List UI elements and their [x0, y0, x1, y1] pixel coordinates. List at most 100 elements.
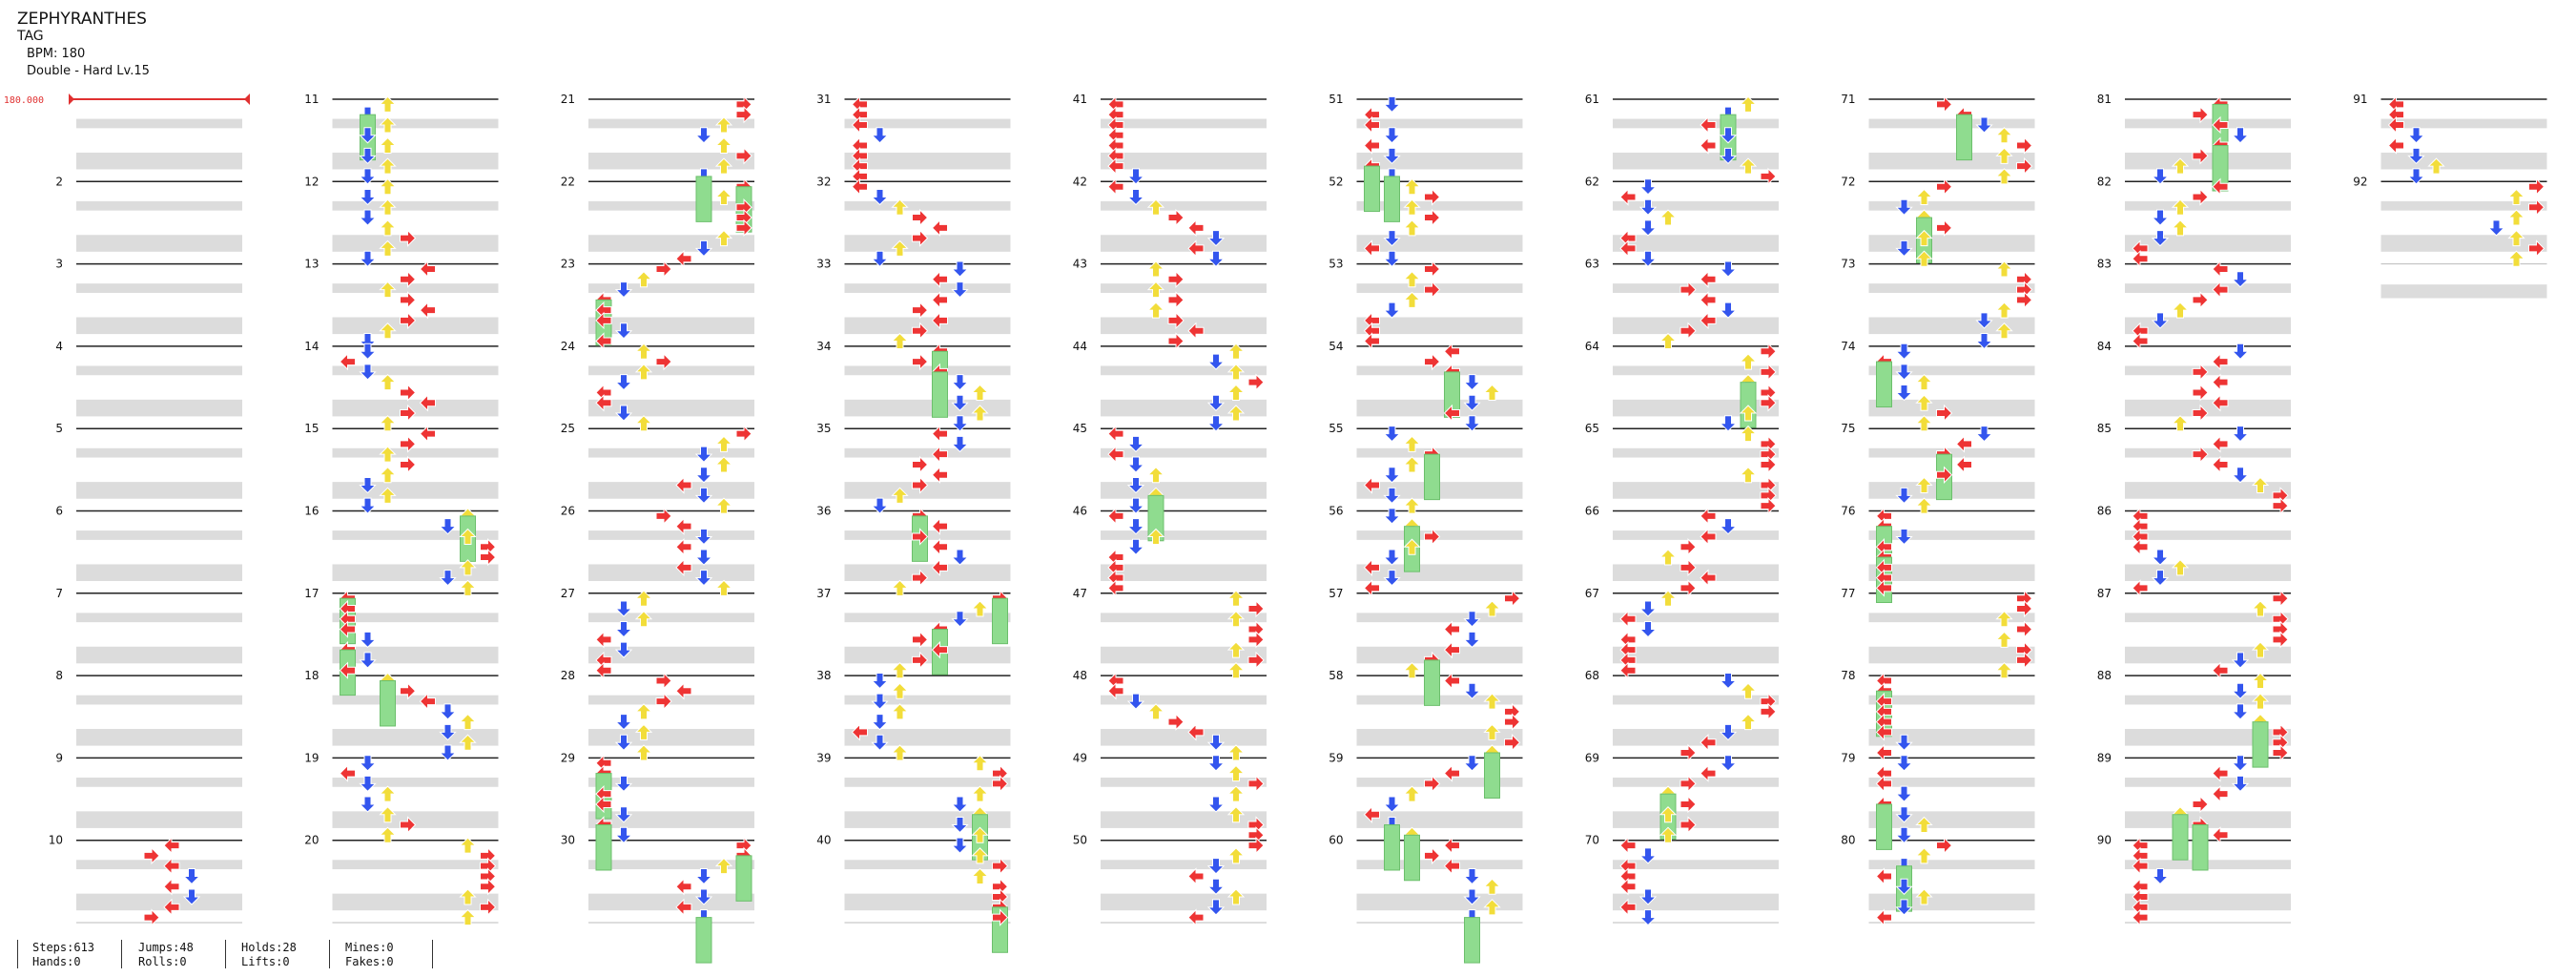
up-arrow-icon — [891, 198, 909, 216]
beat-shade — [1613, 235, 1779, 252]
measure-number: 62 — [1585, 175, 1599, 188]
right-arrow-icon — [1680, 281, 1697, 299]
beat-gap — [1868, 264, 2035, 284]
right-arrow-icon — [912, 528, 929, 546]
measure-number: 72 — [1841, 175, 1855, 188]
down-arrow-icon — [1895, 384, 1913, 402]
beat-gap — [332, 676, 499, 696]
down-arrow-icon — [951, 435, 969, 453]
measure-number: 50 — [1073, 834, 1087, 847]
right-arrow-icon — [2528, 177, 2545, 196]
down-arrow-icon — [871, 672, 889, 690]
right-arrow-icon — [2272, 496, 2289, 515]
down-arrow-icon — [614, 600, 633, 617]
measure-number: 90 — [2097, 834, 2112, 847]
right-arrow-icon — [2192, 363, 2209, 382]
down-arrow-icon — [1895, 239, 1913, 258]
up-arrow-icon — [891, 744, 909, 761]
down-arrow-icon — [1895, 878, 1913, 895]
beat-shade — [76, 482, 242, 499]
right-arrow-icon — [1760, 702, 1777, 721]
up-arrow-icon — [459, 908, 477, 926]
up-arrow-icon — [1403, 177, 1421, 196]
up-arrow-icon — [1995, 127, 2013, 144]
up-arrow-icon — [1146, 198, 1165, 216]
up-arrow-icon — [1403, 198, 1421, 216]
left-arrow-icon — [1700, 270, 1717, 288]
beat-shade — [2125, 564, 2291, 582]
up-arrow-icon — [971, 755, 989, 772]
beat-gap — [1613, 841, 1779, 861]
beat-shade — [588, 729, 754, 746]
measure-number: 91 — [2353, 93, 2367, 106]
up-arrow-icon — [634, 611, 653, 628]
stat-jumps: Jumps:48 — [138, 941, 194, 954]
left-arrow-icon — [1619, 898, 1637, 917]
left-arrow-icon — [2212, 784, 2229, 803]
left-arrow-icon — [1443, 764, 1460, 782]
beat-gap — [1356, 759, 1523, 778]
left-arrow-icon — [931, 466, 948, 484]
measure-number: 69 — [1585, 751, 1599, 764]
beat-gap — [588, 841, 754, 861]
down-arrow-icon — [614, 322, 633, 340]
beat-gap — [2125, 182, 2291, 201]
left-arrow-icon — [675, 878, 692, 896]
stat-fakes: Fakes:0 — [345, 955, 394, 968]
left-arrow-icon — [1363, 476, 1380, 494]
down-arrow-icon — [1719, 301, 1738, 319]
right-arrow-icon — [1247, 836, 1265, 855]
down-arrow-icon — [951, 281, 969, 299]
measure-number: 61 — [1585, 93, 1599, 106]
up-arrow-icon — [634, 744, 653, 761]
beat-gap — [76, 182, 242, 201]
down-arrow-icon — [871, 250, 889, 267]
up-arrow-icon — [2251, 476, 2270, 494]
down-arrow-icon — [182, 888, 201, 905]
measure-number: 46 — [1073, 505, 1087, 518]
measure-number: 56 — [1329, 505, 1343, 518]
beat-shade — [76, 399, 242, 417]
measure-number: 18 — [304, 669, 319, 682]
down-arrow-icon — [951, 374, 969, 391]
down-arrow-icon — [1383, 426, 1401, 443]
beat-gap — [844, 264, 1011, 284]
beat-gap — [332, 346, 499, 366]
beat-gap — [332, 429, 499, 448]
right-arrow-icon — [1936, 177, 1953, 196]
beat-shade — [1613, 564, 1779, 582]
up-arrow-icon — [1403, 497, 1421, 514]
beat-gap — [1613, 100, 1779, 119]
up-arrow-icon — [1226, 364, 1246, 381]
left-arrow-icon — [931, 218, 948, 238]
beat-gap — [76, 429, 242, 448]
down-arrow-icon — [1206, 353, 1226, 370]
down-arrow-icon — [694, 487, 713, 505]
measure-number: 51 — [1329, 93, 1343, 106]
up-arrow-icon — [2171, 219, 2190, 237]
up-arrow-icon — [1226, 744, 1246, 761]
left-arrow-icon — [2212, 394, 2229, 412]
beat-gap — [1101, 264, 1267, 284]
right-arrow-icon — [1504, 734, 1521, 752]
right-arrow-icon — [735, 218, 752, 238]
left-arrow-icon — [2132, 538, 2149, 556]
left-arrow-icon — [1875, 908, 1892, 926]
left-arrow-icon — [595, 631, 612, 649]
down-arrow-icon — [1463, 631, 1481, 649]
beat-shade — [332, 152, 499, 170]
down-arrow-icon — [1206, 415, 1226, 432]
stat-steps: Steps:613 — [32, 941, 95, 954]
right-arrow-icon — [1424, 260, 1441, 279]
right-arrow-icon — [143, 846, 160, 865]
beat-gap — [844, 759, 1011, 778]
right-arrow-icon — [1167, 291, 1185, 309]
right-arrow-icon — [2272, 631, 2289, 649]
measure-number: 71 — [1841, 93, 1855, 106]
measure-number: 41 — [1073, 93, 1087, 106]
right-arrow-icon — [912, 208, 929, 227]
left-arrow-icon — [1875, 723, 1892, 741]
left-arrow-icon — [1363, 805, 1380, 823]
beat-shade — [1613, 482, 1779, 499]
down-arrow-icon — [1895, 364, 1913, 381]
